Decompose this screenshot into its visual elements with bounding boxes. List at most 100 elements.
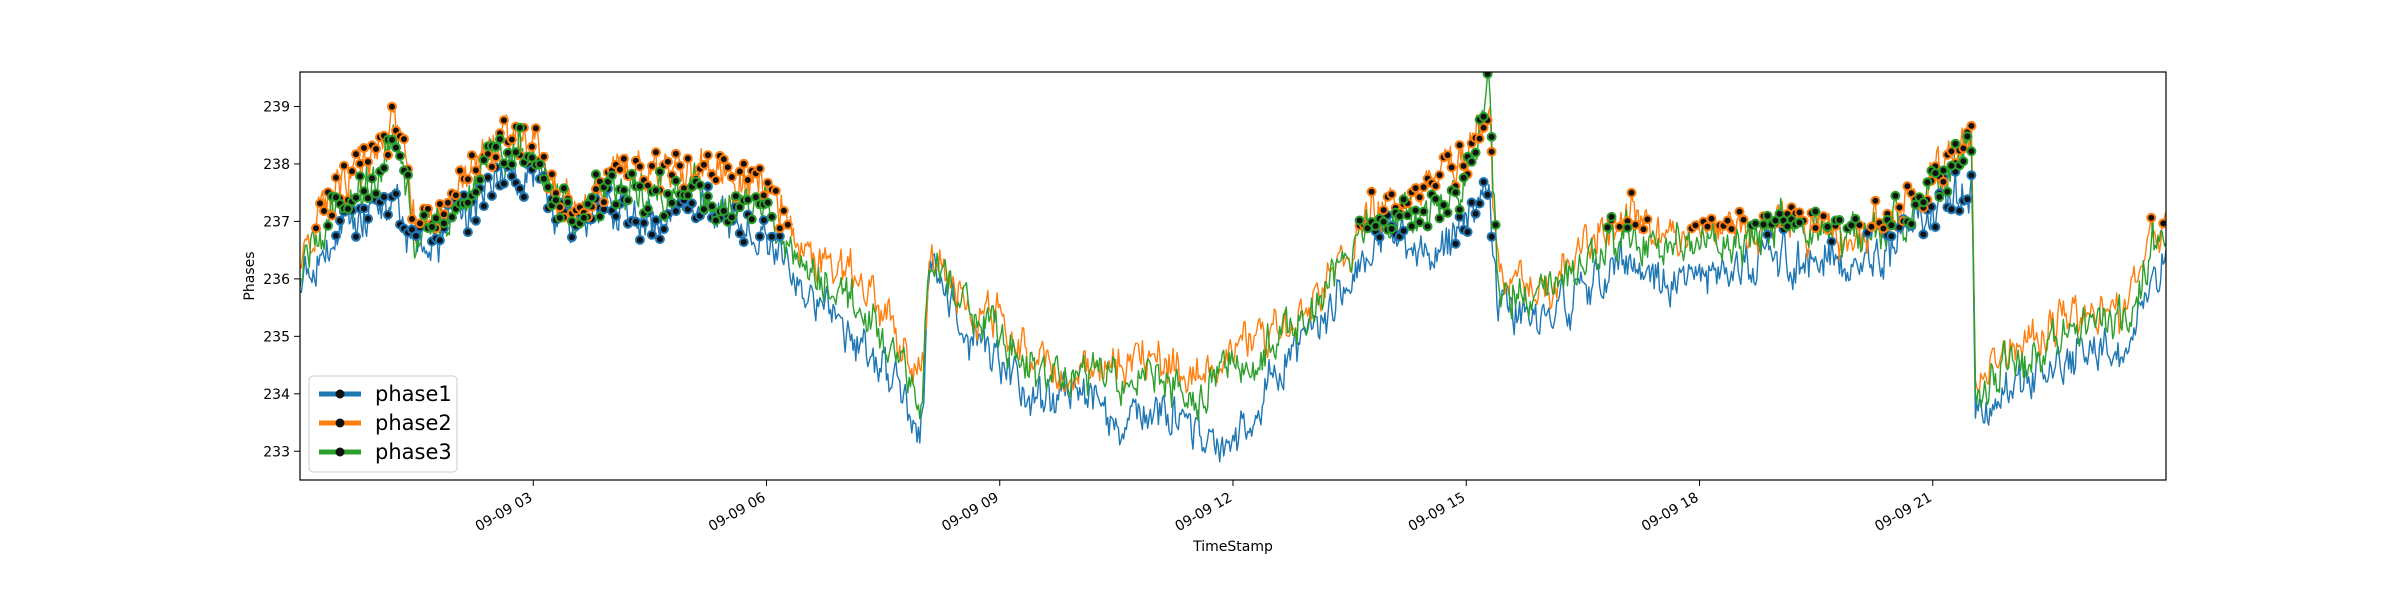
anomaly-marker [598,197,609,208]
anomaly-marker [514,122,525,133]
anomaly-marker [646,161,657,171]
anomaly-marker [670,206,681,217]
anomaly-marker [434,199,445,209]
anomaly-marker [1478,122,1489,133]
anomaly-marker [486,190,497,201]
anomaly-marker [1398,194,1409,205]
legend-label: phase1 [375,382,452,406]
markers-phase2 [311,101,2166,235]
anomaly-marker [498,178,509,189]
anomaly-marker [355,171,365,182]
anomaly-marker [486,161,497,172]
anomaly-marker [371,144,381,154]
anomaly-marker [502,147,513,158]
anomaly-marker [734,166,745,177]
anomaly-marker [634,234,645,245]
anomaly-marker [335,215,345,226]
anomaly-marker [454,165,465,176]
anomaly-marker [415,218,425,229]
anomaly-marker [343,203,353,214]
anomaly-marker [526,141,537,152]
anomaly-marker [1630,219,1641,230]
anomaly-marker [1834,215,1845,225]
anomaly-marker [1486,146,1497,157]
anomaly-marker [363,213,373,224]
anomaly-marker [1422,221,1433,232]
anomaly-marker [746,214,757,225]
anomaly-marker [1934,191,1945,202]
anomaly-marker [1966,170,1977,181]
anomaly-marker [750,192,761,203]
anomaly-marker [726,172,737,183]
anomaly-marker [1446,162,1457,173]
anomaly-marker [674,160,685,171]
anomaly-marker [359,143,369,153]
anomaly-marker [1458,161,1469,171]
anomaly-marker [1394,211,1405,222]
anomaly-marker [1938,165,1949,176]
anomaly-marker [1626,187,1637,198]
anomaly-marker [1386,189,1397,200]
anomaly-marker [1950,138,1961,149]
anomaly-marker [1906,219,1917,229]
anomaly-marker [1758,219,1769,230]
anomaly-marker [1442,207,1453,218]
anomaly-marker [682,190,693,201]
anomaly-marker [610,199,621,210]
anomaly-marker [1894,202,1905,213]
anomaly-marker [490,152,501,163]
anomaly-marker [351,149,361,160]
y-axis-ticks: 233 234 235 236 237 238 239 [263,99,300,460]
anomaly-marker [1434,213,1445,224]
anomaly-marker [438,218,449,229]
anomaly-marker [387,101,397,112]
anomaly-marker [383,209,393,220]
anomaly-marker [1466,197,1477,208]
anomaly-marker [359,203,369,214]
anomaly-marker [738,158,749,169]
anomaly-marker [1722,215,1733,226]
anomaly-marker [1886,231,1897,242]
anomaly-marker [702,191,713,202]
anomaly-marker [722,162,733,173]
anomaly-marker [558,183,569,194]
anomaly-marker [387,134,397,145]
anomaly-marker [702,181,713,192]
markers-phase3 [323,72,1977,235]
anomaly-marker [698,159,709,170]
anomaly-marker [730,191,741,202]
anomaly-marker [1450,187,1461,198]
anomaly-marker [1454,204,1465,215]
anomaly-marker [1462,227,1473,237]
anomaly-marker [618,153,629,164]
anomaly-marker [778,205,789,216]
x-axis-title: TimeStamp [1192,539,1273,555]
legend-label: phase3 [375,440,452,464]
anomaly-marker [1966,120,1977,131]
anomaly-marker [1930,222,1941,232]
anomaly-marker [1902,181,1913,192]
anomaly-marker [650,215,661,226]
anomaly-marker [1490,219,1501,230]
anomaly-marker [1414,217,1425,228]
anomaly-marker [474,174,485,185]
anomaly-marker [738,237,749,248]
anomaly-marker [1962,194,1973,205]
anomaly-marker [1470,147,1481,158]
anomaly-marker [1622,222,1633,233]
anomaly-marker [514,183,525,194]
y-tick-label: 235 [263,329,290,345]
anomaly-marker [694,180,705,190]
anomaly-marker [379,191,389,202]
anomaly-marker [315,198,325,209]
anomaly-marker [1762,229,1773,240]
anomaly-marker [662,189,673,199]
anomaly-marker [510,147,521,158]
anomaly-marker [610,211,621,222]
anomaly-marker [347,166,357,177]
anomaly-marker [1474,133,1485,144]
y-tick-label: 233 [263,444,290,460]
anomaly-marker [1398,225,1409,236]
anomaly-marker [538,151,549,162]
